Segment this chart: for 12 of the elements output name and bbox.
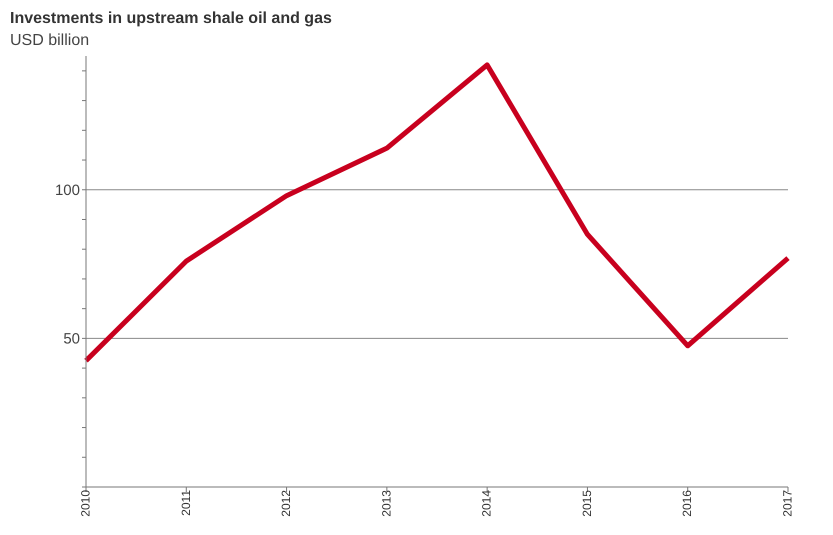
y-tick-label: 100: [54, 182, 80, 200]
x-tick-label: 2013: [379, 490, 394, 517]
x-tick-label: 2017: [780, 490, 795, 517]
x-tick-label: 2015: [580, 490, 594, 517]
y-tick-label: 50: [63, 330, 80, 348]
y-axis-title: USD billion: [10, 32, 90, 50]
x-tick-label: 2011: [178, 490, 193, 516]
x-tick-label: 2014: [480, 490, 494, 517]
x-tick-label: 2016: [680, 490, 694, 517]
chart-title: Investments in upstream shale oil and gas: [10, 10, 332, 28]
x-tick-label: 2012: [279, 490, 294, 517]
x-tick-label: 2010: [78, 490, 93, 517]
